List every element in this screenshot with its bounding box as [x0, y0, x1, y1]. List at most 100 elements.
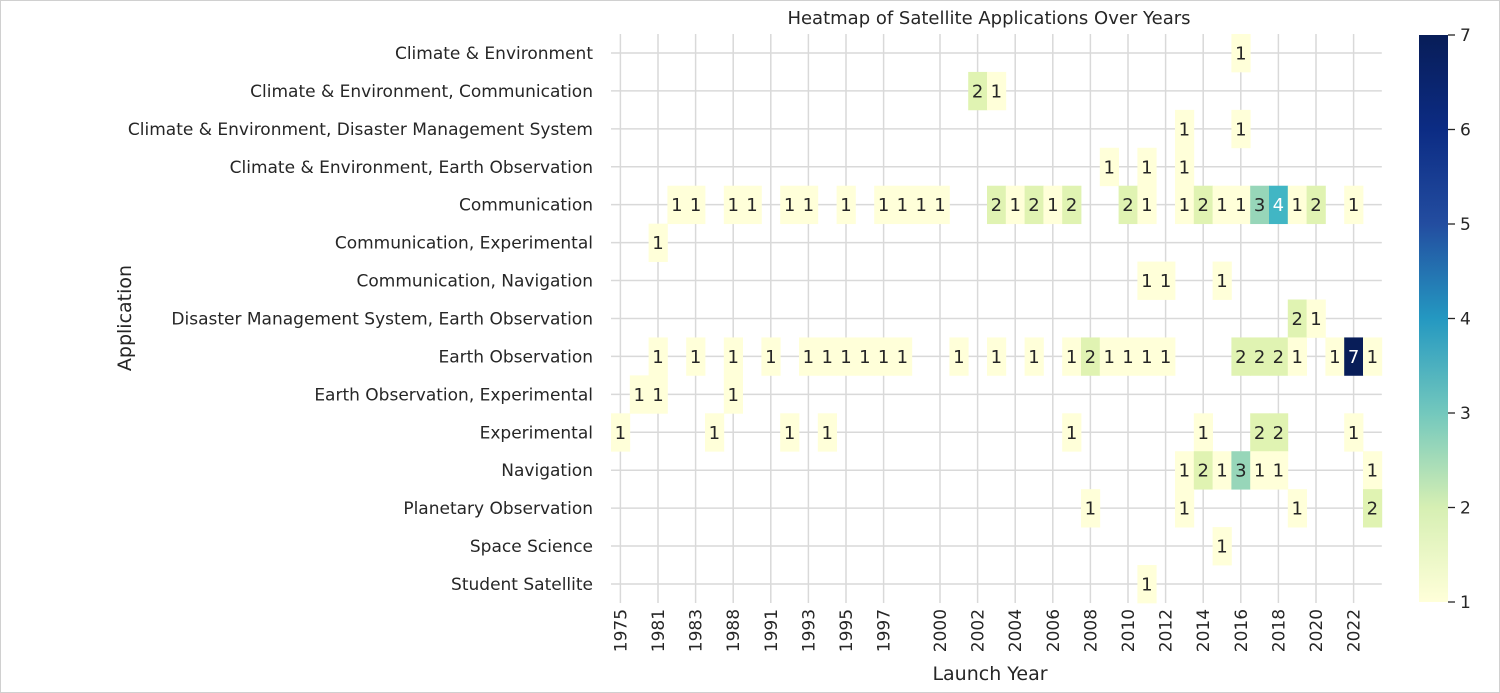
cell-value-label: 2 [1273, 347, 1284, 368]
heatmap-cell [1005, 185, 1025, 225]
cell-value-label: 2 [1066, 195, 1077, 216]
cell-value-label: 1 [1066, 347, 1077, 368]
y-tick-label: Climate & Environment, Communication [250, 82, 593, 102]
cell-value-label: 1 [1348, 195, 1359, 216]
cell-value-label: 1 [1160, 347, 1171, 368]
heatmap-cell [836, 185, 856, 225]
heatmap-cell [799, 337, 819, 376]
heatmap-cell [893, 337, 913, 376]
heatmap-cell [723, 337, 743, 376]
heatmap-cell [1137, 261, 1157, 300]
cell-value-label: 1 [1329, 347, 1340, 368]
cell-value-label: 2 [1254, 347, 1265, 368]
heatmap-cell [893, 185, 913, 225]
heatmap-cell [1287, 489, 1307, 528]
colorbar-tick-label: 1 [1460, 593, 1471, 613]
cell-value-label: 1 [1367, 347, 1378, 368]
heatmap-cell [1212, 527, 1232, 566]
heatmap-cell [1137, 565, 1157, 604]
cell-value-label: 1 [821, 423, 832, 444]
heatmap-cell [1363, 337, 1383, 376]
cell-value-label: 1 [953, 347, 964, 368]
colorbar-ticks: 1 2 3 4 5 6 7 [1448, 26, 1471, 613]
cell-value-label: 1 [652, 347, 663, 368]
x-tick-label: 2002 [969, 609, 989, 652]
heatmap-cell [1062, 185, 1082, 225]
heatmap-cell [648, 337, 668, 376]
heatmap-cell [1024, 185, 1044, 225]
cell-value-label: 1 [709, 423, 720, 444]
heatmap-cell [705, 413, 725, 452]
cell-value-label: 1 [690, 347, 701, 368]
heatmap-cell [1175, 109, 1195, 149]
y-tick-label: Earth Observation [438, 347, 593, 367]
cell-value-label: 2 [972, 81, 983, 102]
heatmap-cell [648, 375, 668, 414]
heatmap-cell [799, 185, 819, 225]
heatmap-cell [1306, 185, 1326, 225]
cell-value-label: 2 [1197, 195, 1208, 216]
heatmap-cell [1137, 185, 1157, 225]
cell-value-label: 1 [1085, 499, 1096, 520]
cell-value-label: 1 [1216, 195, 1227, 216]
heatmap-cell [686, 185, 706, 225]
x-tick-label: 2014 [1194, 609, 1214, 652]
y-tick-label: Space Science [470, 537, 593, 557]
heatmap-cell [1306, 299, 1326, 338]
x-tick-label: 2016 [1232, 609, 1252, 652]
heatmap-cell [611, 413, 631, 452]
heatmap-cell [723, 375, 743, 414]
heatmap-cell [1231, 337, 1251, 376]
cell-value-label: 1 [1235, 119, 1246, 140]
cell-value-label: 1 [765, 347, 776, 368]
heatmap-cell [1344, 185, 1364, 225]
cells-layer [611, 34, 1383, 604]
heatmap-cell [1269, 451, 1289, 490]
cell-value-label: 1 [1235, 43, 1246, 64]
cell-value-label: 1 [727, 195, 738, 216]
cell-value-label: 2 [1367, 499, 1378, 520]
x-tick-label: 2012 [1157, 609, 1177, 652]
y-tick-label: Climate & Environment, Earth Observation [230, 158, 593, 178]
cell-value-label: 1 [727, 347, 738, 368]
y-tick-labels: Climate & Environment Climate & Environme… [128, 44, 593, 595]
heatmap-cell [1156, 261, 1176, 300]
heatmap-cell [1344, 413, 1364, 452]
heatmap-cell [1118, 185, 1138, 225]
y-axis-label: Application [114, 265, 136, 371]
x-tick-label: 2000 [931, 609, 951, 652]
heatmap-cell [1175, 489, 1195, 528]
cell-value-label: 1 [803, 347, 814, 368]
heatmap-cell [987, 337, 1007, 376]
heatmap-cell [1363, 489, 1383, 528]
heatmap-cell [1287, 337, 1307, 376]
cell-value-label: 2 [1085, 347, 1096, 368]
x-tick-label: 1991 [762, 609, 782, 652]
cell-value-label: 1 [1066, 423, 1077, 444]
cell-value-label: 1 [1141, 574, 1152, 595]
colorbar-tick-label: 2 [1460, 499, 1471, 519]
cell-value-label: 1 [840, 195, 851, 216]
cell-value-label: 1 [1141, 195, 1152, 216]
y-tick-label: Climate & Environment, Disaster Manageme… [128, 120, 593, 140]
cell-value-label: 2 [1122, 195, 1133, 216]
colorbar-gradient [1419, 35, 1448, 602]
cell-value-label: 1 [1179, 499, 1190, 520]
heatmap-cell [1175, 147, 1195, 187]
colorbar-tick-label: 3 [1460, 404, 1471, 424]
cell-value-label: 1 [690, 195, 701, 216]
cell-labels-layer: 12 11 11 1 11 1 1 1 1 1 1 1 1 1 1 2 1 2 1 2 2 1 1 2 1 1 3 4 1 2 111 1 12… [615, 43, 1378, 595]
cell-value-label: 1 [671, 195, 682, 216]
cell-value-label: 1 [1179, 119, 1190, 140]
cell-value-label: 1 [1254, 461, 1265, 482]
heatmap-cell [1287, 299, 1307, 338]
heatmap-cell [1099, 147, 1119, 187]
cell-value-label: 3 [1235, 461, 1246, 482]
x-tick-label: 2018 [1269, 609, 1289, 652]
cell-value-label: 2 [1235, 347, 1246, 368]
heatmap-cell [1269, 413, 1289, 452]
cell-value-label: 1 [633, 385, 644, 406]
heatmap-cell [1118, 337, 1138, 376]
heatmap-cell [1363, 451, 1383, 490]
cell-value-label: 1 [934, 195, 945, 216]
